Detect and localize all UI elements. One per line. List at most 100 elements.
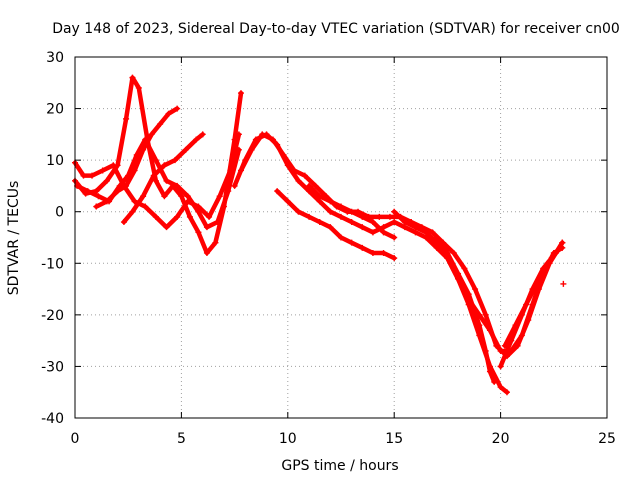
data-point	[560, 280, 567, 287]
data-point	[140, 146, 147, 153]
data-point	[301, 172, 308, 179]
y-tick-label: -30	[41, 359, 64, 375]
data-point	[359, 224, 366, 231]
y-tick-label: -10	[41, 256, 64, 272]
data-point	[316, 193, 323, 200]
data-point	[401, 224, 408, 231]
data-point	[295, 208, 302, 215]
y-tick-label: 30	[46, 50, 64, 66]
data-point	[412, 229, 419, 236]
data-point	[482, 347, 489, 354]
series-arc-11	[433, 234, 498, 385]
y-tick-label: -40	[41, 411, 64, 427]
data-point	[455, 270, 462, 277]
data-point	[95, 193, 102, 200]
data-point	[235, 131, 242, 138]
data-point	[493, 342, 500, 349]
data-point	[178, 193, 185, 200]
series-arc-10	[391, 208, 510, 396]
data-point	[423, 234, 430, 241]
data-point	[259, 131, 266, 138]
data-point	[429, 229, 436, 236]
data-point	[237, 167, 244, 174]
data-point	[338, 213, 344, 220]
data-point	[152, 157, 159, 164]
data-point	[348, 208, 355, 215]
data-point	[295, 177, 302, 184]
y-tick-label: 10	[46, 153, 64, 169]
axis-ticks	[74, 56, 608, 419]
data-point	[123, 115, 130, 122]
data-point	[433, 234, 440, 241]
data-point	[369, 219, 376, 226]
data-point	[216, 193, 223, 200]
data-point	[199, 131, 206, 138]
data-point	[338, 234, 344, 241]
data-point	[157, 121, 164, 128]
data-point	[203, 249, 210, 256]
series-line	[94, 106, 180, 209]
plot-frame	[74, 56, 608, 419]
data-point	[523, 301, 530, 308]
data-point	[152, 213, 159, 220]
data-point	[203, 224, 210, 231]
data-point	[103, 198, 110, 205]
data-point	[291, 167, 298, 174]
data-point	[348, 219, 355, 226]
data-point	[444, 249, 451, 256]
series-arc-2	[72, 131, 242, 231]
series-line	[502, 240, 565, 349]
data-point	[284, 198, 291, 205]
data-point	[491, 378, 498, 385]
data-point	[461, 265, 468, 272]
data-point	[512, 322, 519, 329]
series-arc-13	[501, 239, 566, 349]
data-point	[327, 224, 334, 231]
data-point	[182, 146, 189, 153]
data-point	[412, 224, 419, 231]
y-tick-label: 20	[46, 102, 64, 118]
data-point	[163, 177, 170, 184]
data-point	[348, 239, 355, 246]
data-point	[161, 162, 168, 169]
x-tick-labels: 0 5 10 15 20 25	[71, 431, 616, 447]
data-point	[140, 193, 147, 200]
data-point	[359, 213, 366, 220]
data-point	[89, 172, 96, 179]
x-tick-label: 20	[492, 431, 510, 447]
data-point	[316, 198, 323, 205]
data-point	[172, 157, 179, 164]
data-point	[135, 84, 142, 91]
data-point	[195, 229, 202, 236]
y-axis-label: SDTVAR / TECUs	[6, 181, 22, 296]
data-point	[535, 286, 542, 293]
data-point	[123, 182, 130, 189]
data-point	[327, 198, 334, 205]
data-point	[391, 219, 398, 226]
series-arc-5	[120, 131, 206, 226]
x-tick-label: 5	[177, 431, 186, 447]
data-point	[338, 203, 344, 210]
data-point	[84, 188, 91, 195]
data-point	[165, 110, 172, 117]
chart-title: Day 148 of 2023, Sidereal Day-to-day VTE…	[52, 21, 620, 37]
data-point	[476, 322, 483, 329]
data-point	[150, 172, 157, 179]
y-tick-label: -20	[41, 308, 64, 324]
data-point	[269, 136, 276, 143]
data-series	[72, 74, 567, 396]
data-point	[99, 167, 106, 174]
data-point	[142, 203, 149, 210]
data-point	[401, 219, 408, 226]
data-point	[235, 146, 242, 153]
data-point	[472, 286, 479, 293]
data-point	[148, 131, 155, 138]
x-tick-label: 25	[598, 431, 616, 447]
data-point	[306, 188, 313, 195]
data-point	[391, 208, 398, 215]
data-point	[193, 136, 200, 143]
data-point	[174, 213, 181, 220]
y-tick-labels: 30 20 10 0 -10 -20 -30 -40	[41, 50, 64, 427]
data-point	[195, 208, 202, 215]
